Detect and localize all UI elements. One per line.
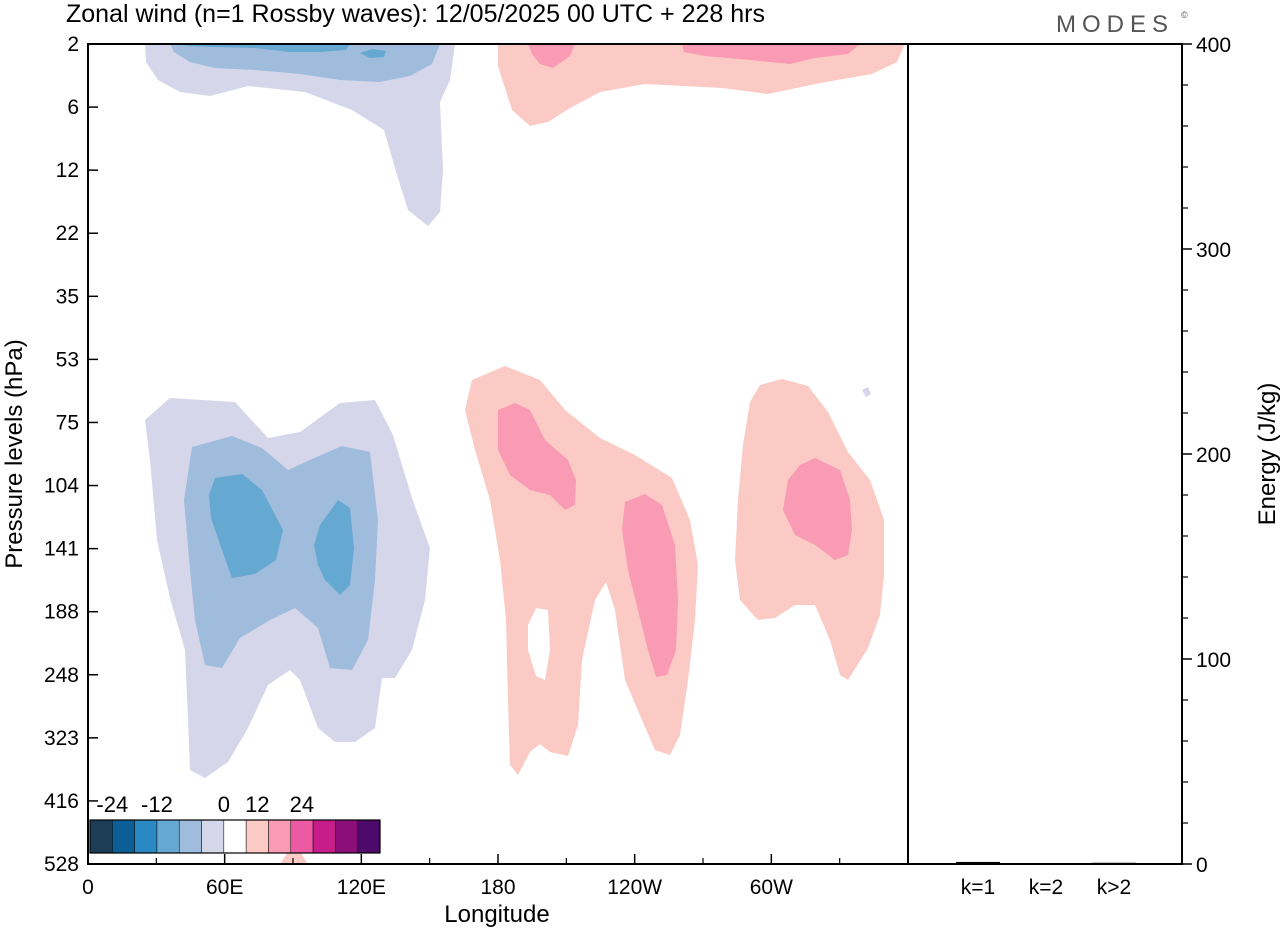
- logo-text: MODES: [1056, 11, 1174, 38]
- modes-logo: MODES ©: [1056, 10, 1188, 38]
- colorbar-swatch: [290, 819, 314, 854]
- energy-frame: [907, 43, 1183, 865]
- x-tick-label: 120W: [607, 876, 662, 899]
- contour-pos-upper-l2b: [682, 44, 860, 64]
- colorbar: -24 -12 0 12 24: [89, 792, 381, 854]
- logo-mark: ©: [1181, 10, 1188, 20]
- y-tick-label: 53: [56, 348, 79, 371]
- colorbar-swatch: [89, 819, 113, 854]
- contour-pos-upper-l2: [528, 44, 575, 68]
- colorbar-tick-label: 24: [290, 792, 314, 817]
- colorbar-swatch: [201, 819, 225, 854]
- contour-neg-upper-l3: [176, 44, 350, 52]
- colorbar-swatch: [312, 819, 336, 854]
- x-tick-label: 0: [82, 876, 94, 899]
- colorbar-swatch: [268, 819, 292, 854]
- y-tick-label: 75: [56, 411, 79, 434]
- x-tick-label: 180: [480, 876, 515, 899]
- energy-axis-ticks: [1182, 43, 1192, 865]
- contour-pos-lower-l2b: [622, 494, 678, 677]
- colorbar-tick-label: -24: [96, 792, 128, 817]
- main-axis-ticks: [87, 43, 841, 865]
- contour-pos-bottom: [280, 852, 308, 864]
- main-axis-tick-labels: 0 60E 120E 180 120W 60W 2 6 12 22 35 53 75 104 141 188 2…: [44, 33, 793, 899]
- contour-field: [145, 44, 905, 864]
- contour-neg-lower-l4: [314, 500, 354, 595]
- colorbar-swatch: [335, 819, 358, 854]
- x-tick-label: 60W: [750, 876, 793, 899]
- colorbar-swatch: [223, 819, 247, 854]
- colorbar-tick-label: -12: [141, 792, 173, 817]
- energy-tick-label: 400: [1196, 34, 1231, 57]
- y-tick-label: 188: [44, 601, 79, 624]
- x-axis-label: Longitude: [444, 901, 549, 928]
- contour-neg-upper-l1: [145, 44, 455, 226]
- y-tick-label: 2: [67, 33, 79, 56]
- chart-title: Zonal wind (n=1 Rossby waves): 12/05/202…: [66, 0, 765, 28]
- y-tick-label: 141: [44, 538, 79, 561]
- colorbar-tick-label: 0: [218, 792, 230, 817]
- energy-tick-label: 100: [1196, 649, 1231, 672]
- energy-bar: [1092, 862, 1136, 864]
- colorbar-swatch: [112, 819, 135, 854]
- energy-category-label: k>2: [1097, 876, 1131, 899]
- energy-tick-label: 300: [1196, 239, 1231, 262]
- y-tick-label: 248: [44, 664, 79, 687]
- colorbar-frame: [89, 819, 381, 854]
- y-tick-label: 323: [44, 727, 79, 750]
- contour-neg-dot: [862, 387, 871, 397]
- energy-category-label: k=1: [961, 876, 995, 899]
- y-tick-label: 12: [56, 159, 79, 182]
- contour-pos-lower-hole: [528, 608, 550, 680]
- contour-neg-upper-l4: [360, 49, 386, 58]
- colorbar-swatch: [245, 819, 269, 854]
- energy-bars: k=1 k=2 k>2: [956, 861, 1136, 899]
- contour-pos-lower-l2: [498, 403, 576, 510]
- contour-pos-right-l2: [783, 458, 852, 560]
- contour-neg-lower-l3: [209, 474, 283, 578]
- y-axis-label: Pressure levels (hPa): [1, 339, 28, 568]
- contour-pos-upper-l1: [498, 44, 905, 126]
- colorbar-tick-label: 12: [245, 792, 269, 817]
- energy-axes: 0 100 200 300 400 k=1 k=2 k>2 Energy (J/kg): [907, 34, 1280, 899]
- y-tick-label: 35: [56, 285, 79, 308]
- energy-axis-label: Energy (J/kg): [1254, 383, 1280, 526]
- energy-bar: [1024, 863, 1068, 865]
- x-tick-label: 60E: [206, 876, 243, 899]
- energy-axis-tick-labels: 0 100 200 300 400: [1196, 34, 1231, 877]
- y-tick-label: 6: [67, 96, 79, 119]
- energy-category-label: k=2: [1029, 876, 1063, 899]
- energy-tick-label: 0: [1196, 854, 1208, 877]
- colorbar-swatch: [357, 819, 381, 854]
- colorbar-swatch: [134, 819, 158, 854]
- energy-bar: [956, 861, 1000, 864]
- colorbar-swatch: [178, 819, 202, 854]
- y-tick-label: 416: [44, 790, 79, 813]
- y-tick-label: 528: [44, 853, 79, 876]
- energy-tick-label: 200: [1196, 444, 1231, 467]
- y-tick-label: 22: [56, 222, 79, 245]
- x-tick-label: 120E: [337, 876, 386, 899]
- colorbar-swatch: [156, 819, 180, 854]
- colorbar-swatches: [89, 819, 381, 854]
- y-tick-label: 104: [44, 475, 79, 498]
- colorbar-labels: -24 -12 0 12 24: [96, 792, 314, 817]
